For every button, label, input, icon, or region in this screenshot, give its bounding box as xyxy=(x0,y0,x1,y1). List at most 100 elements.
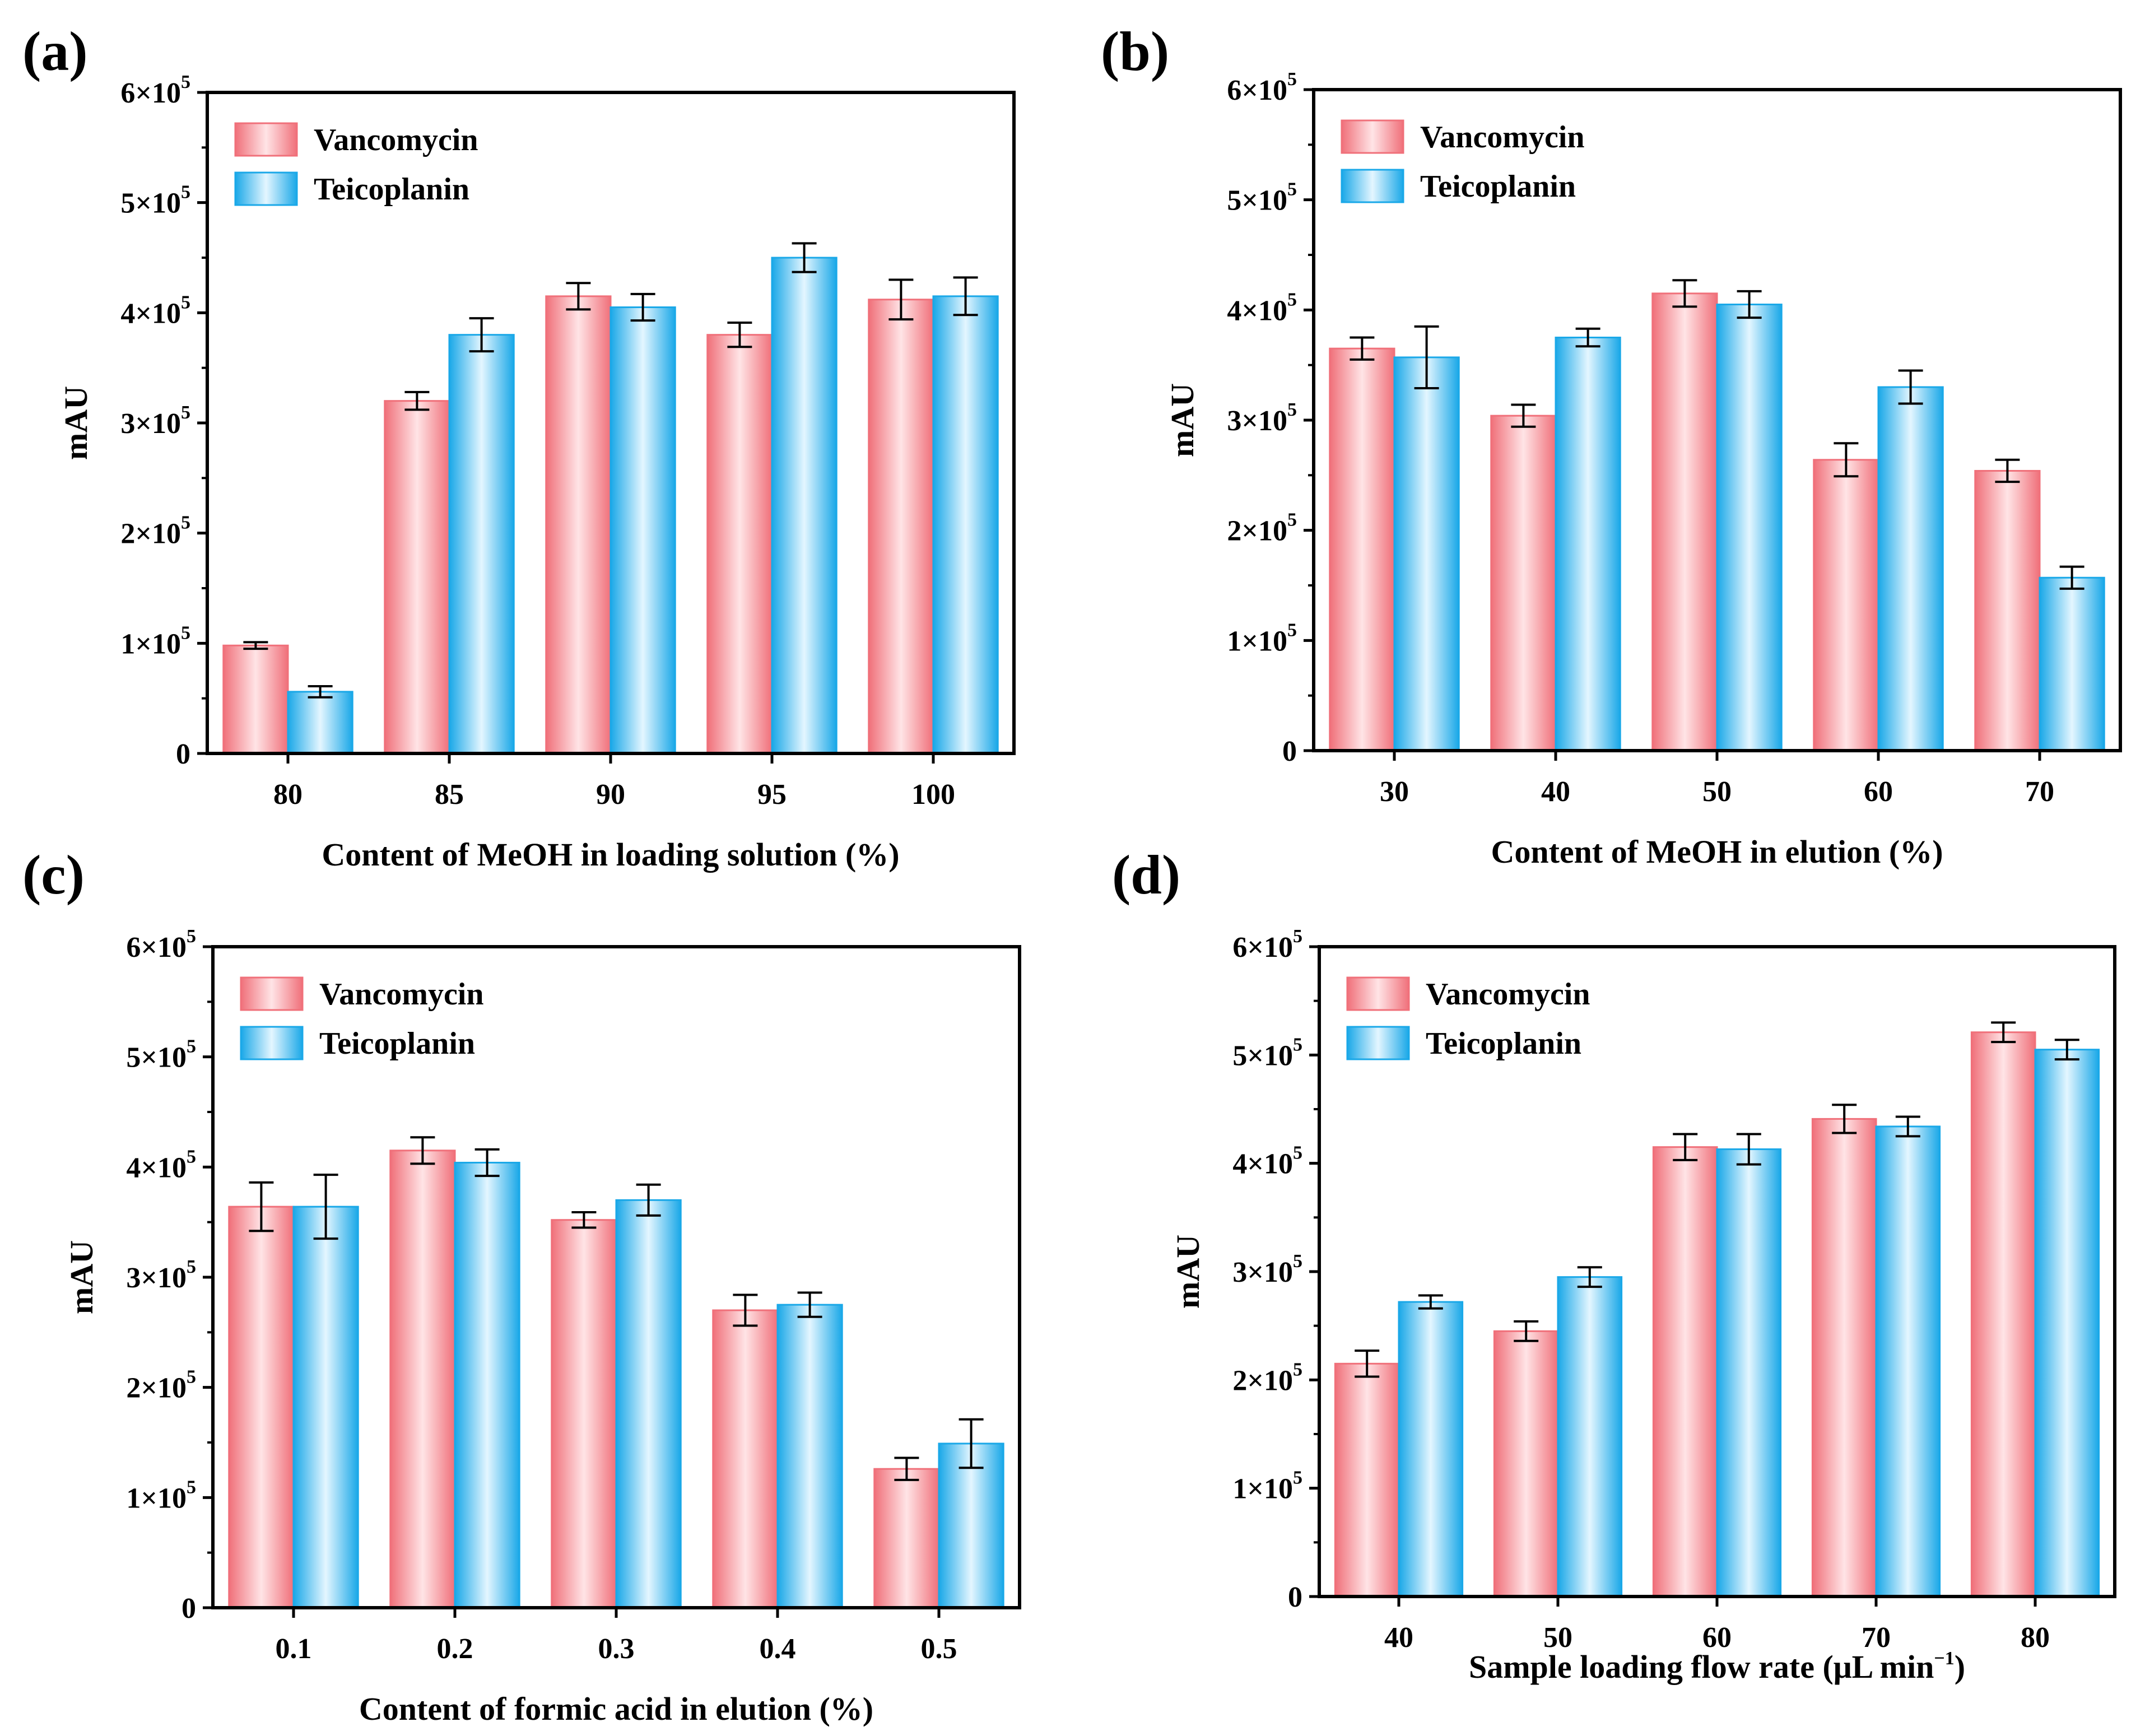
y-tick-label: 0 xyxy=(1282,736,1297,767)
panel-a: (a) 0 1×105 2×105 3×105 4×105 5×105 6×105 80 85 90… xyxy=(22,20,1016,873)
bar-vancomycin xyxy=(1651,292,1718,752)
x-tick-label: 80 xyxy=(273,779,303,811)
bar-vancomycin xyxy=(1974,469,2041,752)
x-tick-label: 0.1 xyxy=(276,1633,312,1665)
panel-letter: (a) xyxy=(22,20,88,82)
y-tick-label: 2×105 xyxy=(126,1367,196,1404)
legend-swatch-teicoplanin xyxy=(240,1026,304,1060)
bar-teicoplanin xyxy=(1875,1125,1941,1598)
x-tick-label: 90 xyxy=(596,779,625,811)
x-tick-label: 40 xyxy=(1541,776,1570,808)
legend-label: Teicoplanin xyxy=(314,172,469,207)
x-tick-label: 85 xyxy=(435,779,464,811)
y-tick-label: 2×105 xyxy=(1232,1359,1302,1397)
panel-letter: (d) xyxy=(1112,844,1180,906)
bar-teicoplanin xyxy=(1555,337,1621,752)
y-tick-label: 5×105 xyxy=(1227,179,1297,217)
panel-letter: (b) xyxy=(1101,20,1169,82)
bar-teicoplanin xyxy=(2039,576,2105,752)
y-axis-title: mAU xyxy=(1164,383,1201,457)
y-tick-label: 2×105 xyxy=(1227,510,1297,547)
plot-frame xyxy=(1312,88,2122,752)
y-tick-label: 4×105 xyxy=(120,292,190,329)
bar-vancomycin xyxy=(1652,1146,1718,1598)
bar-teicoplanin xyxy=(609,306,676,755)
x-tick-label: 0.5 xyxy=(921,1633,957,1665)
y-tick-label: 0 xyxy=(182,1593,196,1625)
bar-teicoplanin xyxy=(771,257,837,755)
y-tick-label: 1×105 xyxy=(1232,1468,1302,1505)
bar-teicoplanin xyxy=(776,1304,843,1609)
y-tick-label: 1×105 xyxy=(1227,620,1297,657)
legend-label: Teicoplanin xyxy=(319,1026,475,1061)
bar-teicoplanin xyxy=(2034,1049,2100,1598)
bar-vancomycin xyxy=(551,1219,617,1609)
bar-vancomycin xyxy=(1813,459,1879,752)
bar-vancomycin xyxy=(1490,415,1557,752)
bar-vancomycin xyxy=(1334,1362,1400,1598)
bar-vancomycin xyxy=(1329,347,1395,752)
y-tick-label: 3×105 xyxy=(1227,399,1297,437)
x-axis-title: Content of formic acid in elution (%) xyxy=(359,1691,873,1727)
legend-swatch-vancomycin xyxy=(234,122,298,157)
bar-teicoplanin xyxy=(1393,356,1460,752)
legend-label: Vancomycin xyxy=(319,977,484,1012)
y-tick-label: 5×105 xyxy=(1232,1034,1302,1072)
bar-vancomycin xyxy=(873,1468,940,1609)
y-tick-label: 5×105 xyxy=(120,182,190,220)
x-tick-label: 0.2 xyxy=(437,1633,473,1665)
y-tick-label: 0 xyxy=(1288,1581,1302,1613)
bar-vancomycin xyxy=(868,299,934,755)
legend-label: Teicoplanin xyxy=(1426,1026,1581,1061)
legend-swatch-vancomycin xyxy=(1341,119,1404,154)
y-tick-label: 2×105 xyxy=(120,513,190,550)
panel-letter: (c) xyxy=(22,844,85,906)
x-tick-label: 95 xyxy=(757,779,787,811)
bar-teicoplanin xyxy=(932,295,999,755)
y-tick-label: 0 xyxy=(176,738,190,770)
y-tick-label: 1×105 xyxy=(120,622,190,660)
y-tick-label: 6×105 xyxy=(126,926,196,964)
bar-teicoplanin xyxy=(292,1206,359,1609)
legend-label: Vancomycin xyxy=(1426,977,1590,1012)
y-axis-title: mAU xyxy=(1170,1235,1206,1309)
y-axis-title: mAU xyxy=(63,1240,100,1314)
y-tick-label: 4×105 xyxy=(126,1146,196,1184)
bar-vancomycin xyxy=(712,1309,779,1609)
x-tick-label: 70 xyxy=(2025,776,2054,808)
y-axis-title: mAU xyxy=(58,386,94,460)
x-tick-label: 50 xyxy=(1702,776,1732,808)
y-tick-label: 6×105 xyxy=(1232,926,1302,964)
bar-vancomycin xyxy=(1970,1031,2036,1598)
bar-vancomycin xyxy=(228,1206,295,1609)
x-tick-label: 30 xyxy=(1380,776,1409,808)
legend-swatch-teicoplanin xyxy=(1346,1026,1410,1060)
plot-frame xyxy=(206,91,1016,755)
x-axis-title: Content of MeOH in loading solution (%) xyxy=(322,836,899,873)
y-tick-label: 3×105 xyxy=(1232,1251,1302,1288)
x-tick-label: 60 xyxy=(1864,776,1893,808)
y-tick-label: 1×105 xyxy=(126,1477,196,1514)
legend-swatch-teicoplanin xyxy=(1341,169,1404,203)
plot-frame xyxy=(1318,945,2116,1598)
bar-vancomycin xyxy=(1493,1330,1559,1598)
x-tick-label: 50 xyxy=(1543,1622,1572,1654)
bar-teicoplanin xyxy=(1877,386,1944,752)
bar-vancomycin xyxy=(222,644,289,755)
x-tick-label: 0.4 xyxy=(760,1633,796,1665)
y-tick-label: 3×105 xyxy=(126,1256,196,1294)
y-tick-label: 4×105 xyxy=(1227,289,1297,327)
legend-label: Vancomycin xyxy=(314,123,478,157)
x-tick-label: 40 xyxy=(1384,1622,1413,1654)
x-tick-label: 70 xyxy=(1862,1622,1891,1654)
x-tick-label: 80 xyxy=(2021,1622,2050,1654)
bar-teicoplanin xyxy=(454,1161,520,1609)
x-axis-title: Content of MeOH in elution (%) xyxy=(1491,834,1943,870)
bar-teicoplanin xyxy=(1716,1148,1782,1598)
bar-vancomycin xyxy=(389,1149,456,1609)
bar-teicoplanin xyxy=(448,334,515,755)
x-tick-label: 60 xyxy=(1702,1622,1732,1654)
panel-b: (b) 0 1×105 2×105 3×105 4×105 5×105 6×105 30 40 50… xyxy=(1101,20,2122,870)
y-tick-label: 6×105 xyxy=(1227,69,1297,106)
